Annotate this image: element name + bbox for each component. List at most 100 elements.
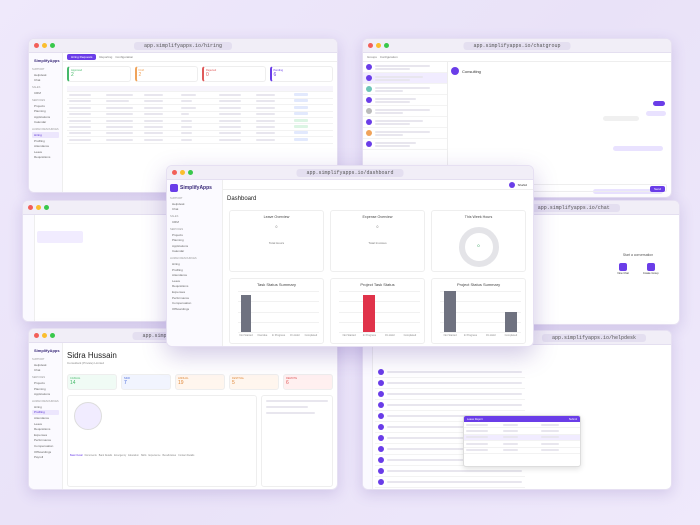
table-row[interactable] [464,441,580,448]
sidebar-item-crm[interactable]: CRM [34,90,41,95]
sidebar-item-requisitions[interactable]: Requisitions [172,284,189,289]
table-row[interactable] [464,434,580,442]
tab-configuration[interactable]: Configuration [379,55,398,59]
url-bar[interactable]: app.simplifyapps.io/helpdesk [541,334,647,342]
tab-experience[interactable]: Experience [148,454,161,457]
sidebar-item-calendar[interactable]: Calendar [172,249,185,254]
sidebar-item-profiling[interactable]: Profiling [172,267,183,272]
list-item[interactable] [375,455,525,466]
sidebar-item-chat[interactable]: Chat [172,207,179,212]
list-item[interactable] [375,444,525,455]
sidebar-item-leave[interactable]: Leave [34,149,43,154]
maximize-dot[interactable] [384,43,389,48]
sidebar-item-helpdesk[interactable]: Helpdesk [34,72,47,77]
sidebar-item-helpdesk[interactable]: Helpdesk [172,201,185,206]
list-item[interactable] [375,378,525,389]
sidebar-item-compensation[interactable]: Compensation [172,301,192,306]
minimize-dot[interactable] [376,43,381,48]
table-row[interactable] [67,112,333,118]
tab-documents[interactable]: Documents [84,454,97,457]
url-bar[interactable]: app.simplifyapps.io/dashboard [296,169,404,177]
list-item[interactable] [375,367,525,378]
sidebar-item-requisitions[interactable]: Requisitions [34,155,51,160]
table-row[interactable] [67,92,333,99]
close-dot[interactable] [368,43,373,48]
list-item[interactable] [375,400,525,411]
sidebar-item-compensation[interactable]: Compensation [34,443,54,448]
list-item[interactable] [37,231,83,243]
user-menu[interactable]: Shahid [508,182,527,188]
minimize-dot[interactable] [42,333,47,338]
close-dot[interactable] [172,170,177,175]
sidebar-item-profiling[interactable]: Profiling [34,138,45,143]
sidebar-item-attendance[interactable]: Attendance [172,273,188,278]
list-item[interactable] [363,117,447,128]
sidebar-item-offboardings[interactable]: Offboardings [172,306,190,311]
maximize-dot[interactable] [50,43,55,48]
maximize-dot[interactable] [50,333,55,338]
list-item[interactable] [363,139,447,150]
list-item[interactable] [363,62,447,73]
list-item[interactable] [363,73,447,84]
sidebar-item-applications[interactable]: Applications [34,114,51,119]
table-row[interactable] [67,124,333,131]
sidebar-item-leave[interactable]: Leave [34,421,43,426]
sidebar-item-performance[interactable]: Performance [34,438,52,443]
sidebar-item-projects[interactable]: Projects [172,232,183,237]
sidebar-item-projects[interactable]: Projects [34,103,45,108]
list-item[interactable] [375,477,525,488]
tab-bank-details[interactable]: Bank Details [98,454,113,457]
sidebar-item-expenses[interactable]: Expenses [34,432,48,437]
list-item[interactable] [375,433,525,444]
sidebar-item-offboardings[interactable]: Offboardings [34,449,52,454]
close-dot[interactable] [34,333,39,338]
tab-reporting[interactable]: Reporting [99,55,113,59]
sidebar-item-crm[interactable]: CRM [172,219,179,224]
tab-beneficiaries[interactable]: Beneficiaries [162,454,177,457]
maximize-dot[interactable] [188,170,193,175]
close-dot[interactable] [34,43,39,48]
tab-contact-details[interactable]: Contact Details [178,454,195,457]
list-item[interactable] [363,95,447,106]
sidebar-item-applications[interactable]: Applications [172,243,189,248]
table-row[interactable] [67,118,333,125]
sidebar-item-chat[interactable]: Chat [34,78,41,83]
table-row[interactable] [67,137,333,144]
sidebar-item-chat[interactable]: Chat [34,368,41,373]
sidebar-item-attendance[interactable]: Attendance [34,144,50,149]
tab-emergency[interactable]: Emergency [114,454,127,457]
minimize-dot[interactable] [42,43,47,48]
sidebar-item-profiling[interactable]: Profiling [32,409,59,416]
table-row[interactable] [464,428,580,435]
list-item[interactable] [363,128,447,139]
close-dot[interactable] [28,205,33,210]
sidebar-item-performance[interactable]: Performance [172,295,190,300]
list-item[interactable] [375,466,525,477]
url-bar[interactable]: app.simplifyapps.io/hiring [133,42,233,50]
sidebar-item-attendance[interactable]: Attendance [34,415,50,420]
sidebar-item-expenses[interactable]: Expenses [172,289,186,294]
list-item[interactable] [375,411,525,422]
url-bar[interactable]: app.simplifyapps.io/chat [527,204,620,212]
sidebar-item-hiring[interactable]: Hiring [32,132,59,138]
sidebar-item-payroll[interactable]: Payroll [34,455,44,460]
tab-skills[interactable]: Skills [140,454,147,457]
tab-education[interactable]: Education [128,454,139,457]
maximize-dot[interactable] [44,205,49,210]
table-row[interactable] [67,99,333,106]
table-row[interactable] [67,105,333,112]
sidebar-item-hiring[interactable]: Hiring [172,261,180,266]
sidebar-item-helpdesk[interactable]: Helpdesk [34,362,47,367]
sidebar-item-applications[interactable]: Applications [34,392,51,397]
new-chat-button[interactable]: New Chat [617,263,629,275]
sidebar-item-requisitions[interactable]: Requisitions [34,427,51,432]
sidebar-item-planning[interactable]: Planning [34,109,46,114]
list-item[interactable] [375,389,525,400]
tab-basic-detail[interactable]: Basic Detail [70,454,83,457]
modal-submit-button[interactable]: Submit [568,417,577,421]
tab-hiring-requests[interactable]: Hiring Requests [67,54,97,60]
table-row[interactable] [464,448,580,454]
list-item[interactable] [375,422,525,433]
tab-configuration[interactable]: Configuration [115,55,134,59]
sidebar-item-leave[interactable]: Leave [172,278,181,283]
